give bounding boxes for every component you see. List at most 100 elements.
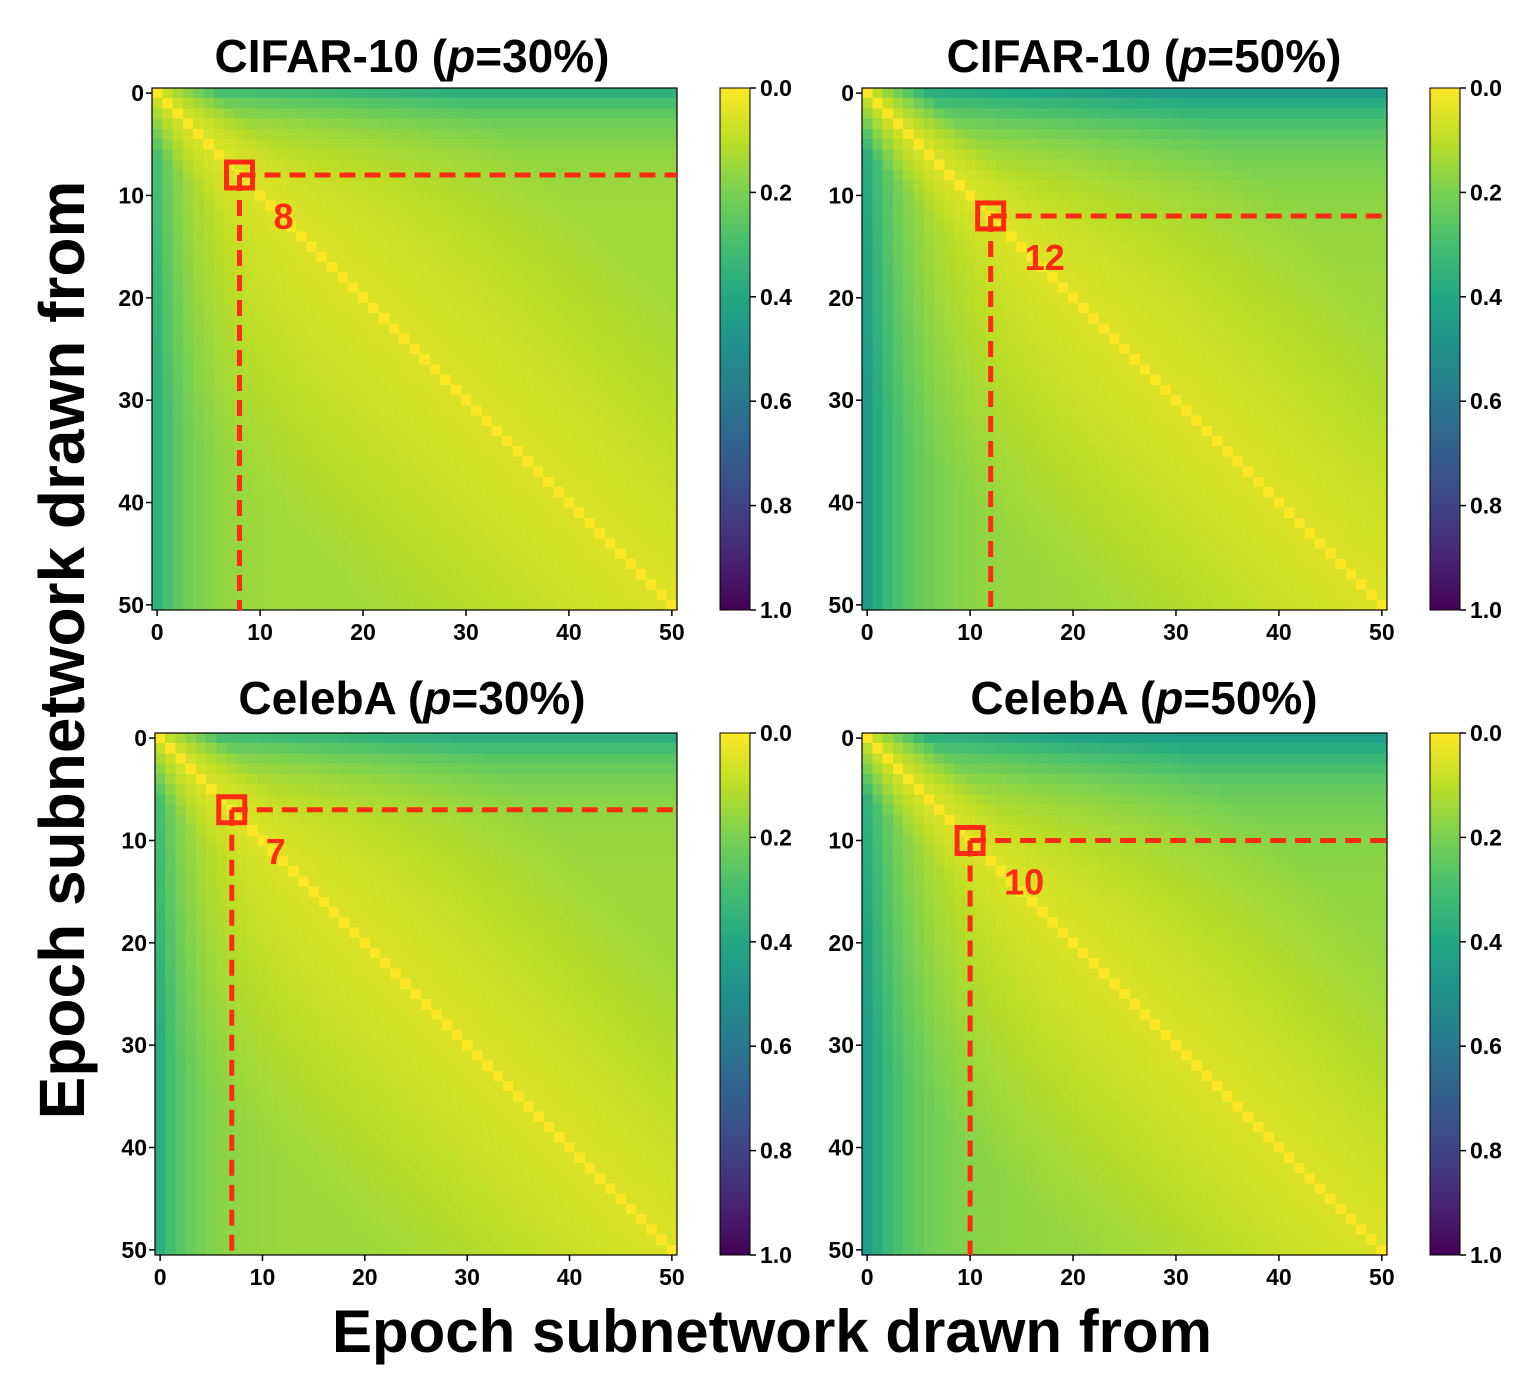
heatmap-cell: [224, 507, 235, 519]
heatmap-cell: [594, 558, 606, 570]
heatmap-cell: [625, 282, 637, 294]
heatmap-cell: [224, 313, 235, 325]
heatmap-cell: [574, 98, 585, 110]
heatmap-cell: [357, 456, 369, 468]
heatmap-cell: [1139, 313, 1151, 325]
heatmap-cell: [1314, 548, 1326, 560]
heatmap-cell: [892, 190, 904, 202]
heatmap-cell: [1325, 169, 1337, 181]
heatmap-cell: [193, 476, 205, 488]
heatmap-cell: [964, 200, 976, 212]
heatmap-cell: [1181, 466, 1193, 478]
heatmap-cell: [1294, 323, 1306, 335]
heatmap-cell: [471, 476, 483, 488]
heatmap-cell: [646, 128, 658, 140]
heatmap-cell: [1150, 517, 1162, 529]
heatmap-cell: [481, 395, 493, 406]
heatmap-cell: [337, 364, 349, 376]
heatmap-cell: [985, 139, 997, 151]
heatmap-cell: [172, 456, 184, 468]
heatmap-cell: [419, 446, 431, 458]
heatmap-cell: [1376, 169, 1388, 181]
heatmap-cell: [471, 98, 483, 110]
heatmap-cell: [182, 98, 194, 110]
heatmap-cell: [1170, 251, 1182, 263]
heatmap-cell: [892, 436, 904, 447]
heatmap-cell: [1088, 108, 1100, 120]
heatmap-cell: [584, 374, 596, 386]
heatmap-cell: [1067, 333, 1079, 345]
heatmap-cell: [1098, 384, 1110, 396]
heatmap-cell: [1139, 333, 1151, 345]
heatmap-cell: [440, 517, 452, 529]
heatmap-cell: [265, 98, 277, 110]
heatmap-cell: [234, 589, 246, 601]
heatmap-cell: [584, 395, 596, 406]
heatmap-cell: [646, 374, 658, 386]
heatmap-cell: [1273, 528, 1285, 539]
heatmap-cell: [625, 262, 637, 273]
heatmap-cell: [1263, 333, 1275, 345]
heatmap-cell: [1304, 98, 1316, 110]
heatmap-cell: [1191, 180, 1203, 191]
heatmap-cell: [666, 374, 678, 386]
heatmap-cell: [1212, 476, 1223, 488]
heatmap-cell: [1006, 200, 1018, 212]
heatmap-cell: [1067, 374, 1079, 386]
heatmap-cell: [399, 415, 410, 427]
heatmap-cell: [872, 497, 884, 509]
heatmap-cell: [1263, 262, 1275, 273]
heatmap-cell: [296, 364, 308, 376]
heatmap-cell: [275, 313, 287, 325]
heatmap-cell: [254, 436, 266, 447]
heatmap-cell: [481, 118, 493, 130]
heatmap-cell: [429, 282, 441, 294]
heatmap-cell: [615, 108, 627, 120]
heatmap-cell: [285, 251, 297, 263]
heatmap-cell: [1139, 302, 1151, 314]
heatmap-cell: [1170, 128, 1182, 140]
heatmap-cell: [1037, 517, 1048, 529]
heatmap-cell: [172, 374, 184, 386]
heatmap-cell: [1212, 374, 1223, 386]
heatmap-cell: [1129, 323, 1141, 335]
heatmap-cell: [1047, 251, 1059, 263]
heatmap-cell: [1294, 405, 1306, 417]
heatmap-cell: [574, 395, 585, 406]
heatmap-cell: [203, 569, 215, 580]
heatmap-cell: [1129, 528, 1141, 539]
heatmap-cell: [646, 108, 658, 120]
heatmap-cell: [553, 446, 565, 458]
heatmap-cell: [872, 292, 884, 304]
heatmap-cell: [985, 528, 997, 539]
heatmap-cell: [481, 364, 493, 376]
heatmap-cell: [152, 456, 163, 468]
heatmap-cell: [491, 272, 503, 284]
heatmap-cell: [1181, 231, 1193, 243]
heatmap-cell: [244, 282, 256, 294]
heatmap-cell: [1335, 159, 1347, 171]
heatmap-cell: [491, 282, 503, 294]
heatmap-cell: [1098, 118, 1110, 130]
heatmap-cell: [1006, 507, 1018, 519]
heatmap-cell: [553, 364, 565, 376]
heatmap-cell: [584, 538, 596, 550]
heatmap-cell: [388, 313, 400, 325]
heatmap-cell: [368, 128, 380, 140]
heatmap-cell: [944, 98, 956, 110]
x-tick-label: 30: [453, 619, 479, 645]
heatmap-cell: [913, 405, 925, 417]
heatmap-cell: [574, 558, 585, 570]
heatmap-cell: [1139, 149, 1151, 161]
heatmap-cell: [419, 364, 431, 376]
heatmap-cell: [1006, 118, 1018, 130]
heatmap-cell: [1304, 466, 1316, 478]
heatmap-cell: [1150, 128, 1162, 140]
heatmap-cell: [522, 589, 534, 601]
heatmap-cell: [862, 221, 873, 232]
heatmap-cell: [1366, 108, 1378, 120]
x-tick-label: 50: [659, 619, 685, 645]
heatmap-cell: [1335, 231, 1347, 243]
heatmap-cell: [543, 579, 555, 591]
heatmap-cell: [460, 292, 472, 304]
